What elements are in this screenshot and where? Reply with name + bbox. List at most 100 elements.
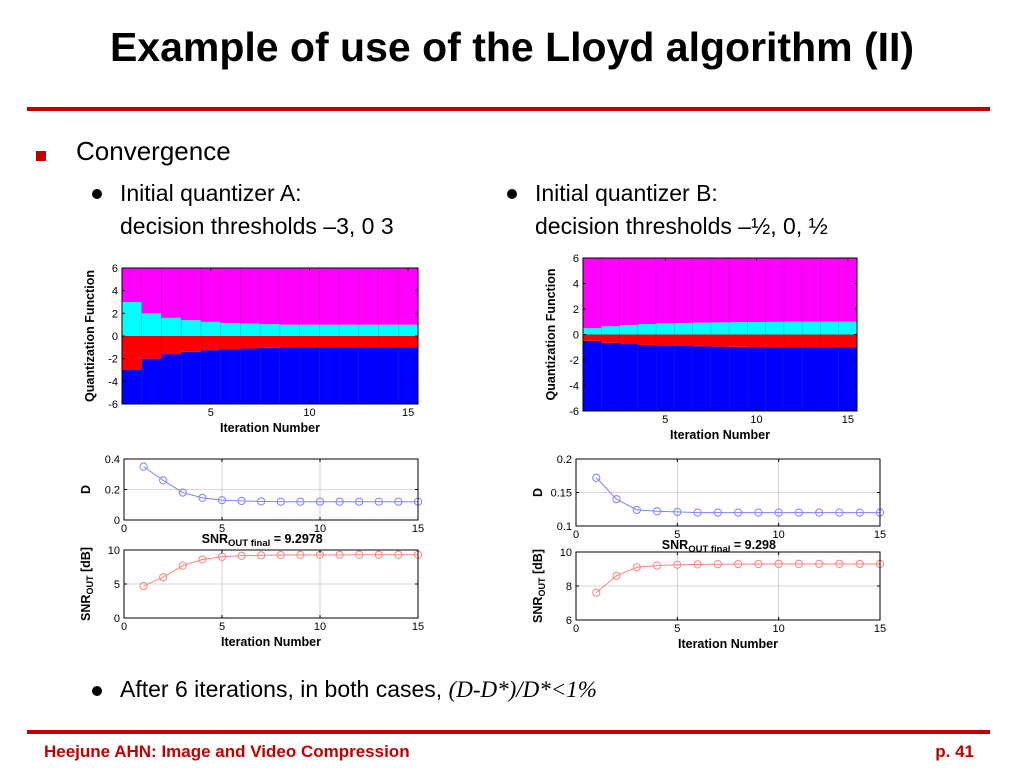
y-tick-label: -4 — [569, 381, 579, 393]
y-tick-label: 2 — [573, 304, 579, 316]
case-b-line1: Initial quantizer B: — [535, 180, 718, 206]
y-tick-label: -2 — [108, 354, 118, 366]
round-bullet-icon — [92, 189, 102, 199]
region-bar — [838, 347, 857, 411]
page-number: p. 41 — [935, 742, 974, 761]
y-axis-label: SNROUT [dB] — [79, 547, 95, 621]
region-bar — [279, 324, 300, 336]
region-bar — [240, 336, 261, 349]
region-bar — [279, 336, 300, 348]
data-point — [374, 497, 383, 506]
convergence-formula: (D-D*)/D*<1% — [448, 677, 597, 702]
region-bar — [319, 324, 340, 336]
data-point — [374, 550, 383, 559]
data-point — [394, 550, 403, 559]
data-point — [296, 550, 305, 559]
region-bar — [747, 258, 766, 323]
region-bar — [838, 334, 857, 348]
data-point — [754, 559, 763, 569]
region-bar — [692, 322, 711, 335]
square-bullet-icon — [36, 151, 46, 161]
region-bar — [240, 268, 261, 324]
data-point — [855, 508, 864, 517]
y-tick-label: 6 — [566, 615, 572, 627]
region-bar — [260, 268, 280, 325]
region-bar — [299, 268, 320, 325]
region-bar — [729, 346, 748, 411]
region-bar — [200, 268, 221, 322]
x-tick-label: 5 — [219, 523, 225, 535]
region-bar — [339, 324, 359, 336]
data-point — [257, 497, 266, 506]
x-axis-label: Iteration Number — [221, 635, 321, 649]
data-point — [652, 561, 662, 570]
region-bar — [161, 268, 182, 318]
region-bar — [378, 336, 399, 348]
x-tick-label: 0 — [121, 523, 127, 535]
bullet-after-iterations: After 6 iterations, in both cases, (D-D*… — [120, 673, 597, 706]
region-bar — [601, 258, 620, 327]
data-point — [296, 497, 305, 506]
y-tick-label: -6 — [108, 399, 118, 411]
y-tick-label: 4 — [573, 279, 579, 291]
x-tick-label: 5 — [219, 621, 225, 633]
region-bar — [161, 336, 182, 355]
x-tick-label: 15 — [874, 623, 886, 635]
y-axis-label: SNROUT [dB] — [531, 549, 547, 623]
data-point — [355, 497, 364, 506]
region-bar — [200, 336, 221, 351]
x-tick-label: 5 — [208, 407, 214, 419]
region-bar — [240, 323, 261, 336]
region-bar — [299, 347, 320, 404]
y-tick-label: 10 — [560, 547, 572, 559]
region-bar — [601, 326, 620, 335]
region-bar — [141, 358, 162, 404]
region-bar — [729, 322, 748, 335]
data-point — [774, 559, 783, 569]
region-bar — [601, 342, 620, 411]
region-bar — [802, 334, 821, 348]
case-a-text: Initial quantizer A: decision thresholds… — [120, 177, 394, 243]
region-bar — [674, 334, 693, 346]
region-bar — [729, 334, 748, 347]
region-bar — [747, 322, 766, 335]
data-point — [774, 508, 783, 517]
data-point — [612, 495, 621, 504]
x-tick-label: 15 — [874, 529, 886, 541]
chart-distortion-b: 0 5 10 15 0.1 0.15 0.2 D SNROUT final = 9.298 — [531, 454, 886, 555]
data-point — [815, 508, 824, 517]
data-point — [855, 559, 864, 569]
x-tick-label: 15 — [412, 621, 424, 633]
region-bar — [122, 370, 142, 404]
region-bar — [747, 346, 766, 411]
region-bar — [319, 347, 340, 404]
data-point — [815, 559, 824, 569]
region-bar — [674, 323, 693, 335]
region-bar — [122, 302, 142, 336]
region-bar — [692, 346, 711, 411]
data-point — [652, 507, 662, 516]
y-axis-label: D — [79, 485, 93, 494]
x-tick-label: 10 — [773, 623, 785, 635]
region-bar — [619, 324, 638, 335]
case-a-line1: Initial quantizer A: — [120, 180, 302, 206]
region-bar — [260, 336, 280, 348]
region-bar — [838, 258, 857, 322]
data-point — [835, 508, 844, 517]
chart-quantization-b: 5 10 15 6 4 2 0 -2 -4 -6 Iteration Number Quantizat… — [544, 253, 858, 442]
region-bar — [765, 321, 784, 335]
bullet-convergence: Convergence — [76, 136, 231, 166]
data-point — [835, 559, 844, 569]
data-point — [713, 508, 722, 517]
region-bar — [358, 324, 379, 336]
x-tick-label: 5 — [674, 529, 680, 541]
region-bar — [398, 324, 418, 336]
region-bar — [260, 324, 280, 336]
y-tick-label: 0.2 — [105, 485, 120, 497]
data-point — [276, 550, 285, 560]
region-bar — [783, 334, 803, 348]
data-point — [139, 462, 148, 471]
region-bar — [765, 347, 784, 411]
x-tick-label: 0 — [121, 621, 127, 633]
data-point — [754, 508, 763, 517]
